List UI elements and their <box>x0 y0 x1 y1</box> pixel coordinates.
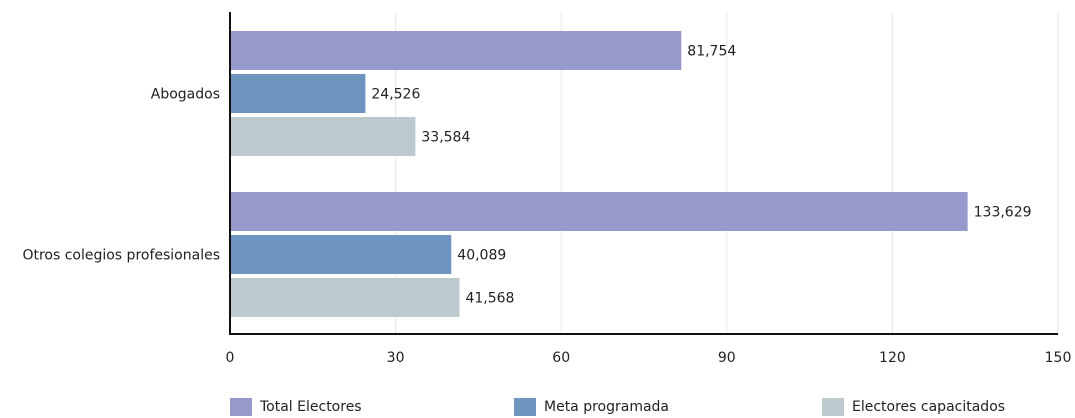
bar <box>230 117 416 156</box>
axes: 0 30 60 90 120 150 Abogados Otros colegios prof… <box>22 12 1071 366</box>
x-tick-label: 150 <box>1045 350 1072 366</box>
bar <box>230 192 968 231</box>
legend-swatch <box>230 398 252 416</box>
data-label: 33,584 <box>421 130 470 146</box>
legend-swatch <box>822 398 844 416</box>
legend-label: Total Electores <box>260 399 362 415</box>
data-label: 40,089 <box>457 248 506 264</box>
data-label: 133,629 <box>974 205 1032 221</box>
x-tick-label: 0 <box>226 350 235 366</box>
legend-label: Electores capacitados <box>852 399 1006 415</box>
legend-swatch <box>514 398 536 416</box>
data-label: 81,754 <box>687 44 736 60</box>
x-tick-label: 120 <box>879 350 906 366</box>
x-tick-label: 90 <box>718 350 736 366</box>
legend-item-electores-capacitados[interactable]: Electores capacitados <box>822 398 1005 416</box>
legend-item-meta-programada[interactable]: Meta programada <box>514 398 669 416</box>
bars: 81,754 24,526 33,584 133,629 40,089 41,568 <box>230 31 1032 317</box>
data-label: 41,568 <box>465 291 514 307</box>
y-category-label: Otros colegios profesionales <box>22 248 220 264</box>
chart-legend: Total Electores Meta programada Electore… <box>0 398 1075 418</box>
bar <box>230 235 452 274</box>
bar <box>230 278 460 317</box>
y-category-label: Abogados <box>151 87 220 103</box>
x-tick-label: 30 <box>387 350 405 366</box>
data-label: 24,526 <box>371 87 420 103</box>
bar <box>230 74 366 113</box>
x-tick-label: 60 <box>552 350 570 366</box>
legend-item-total-electores[interactable]: Total Electores <box>230 398 362 416</box>
legend-label: Meta programada <box>544 399 670 415</box>
bar <box>230 31 682 70</box>
